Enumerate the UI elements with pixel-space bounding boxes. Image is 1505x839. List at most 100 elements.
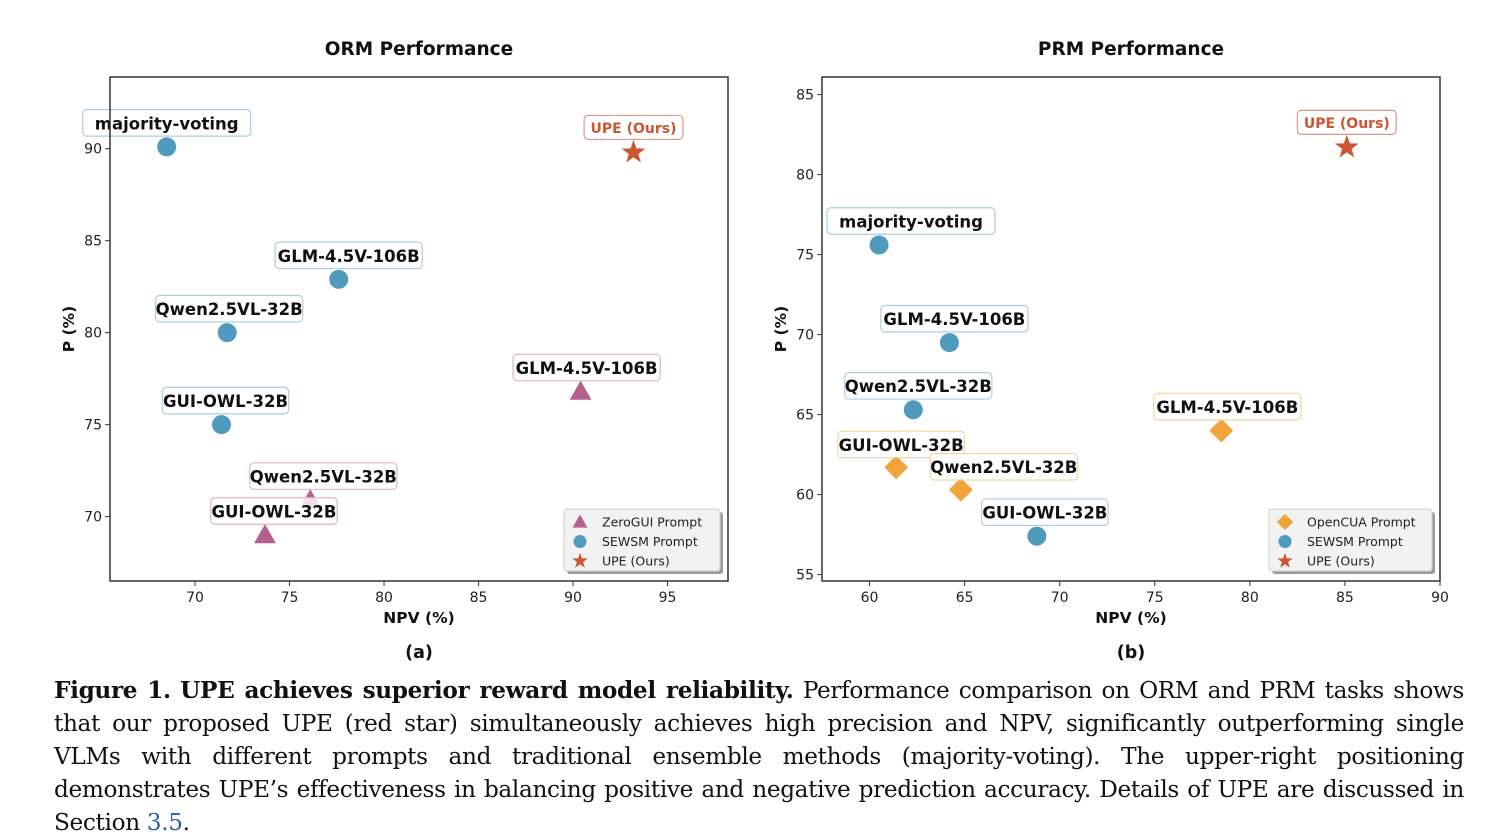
x-tick-label: 95	[659, 590, 677, 606]
circle-marker	[903, 400, 923, 420]
x-tick-label: 85	[470, 590, 488, 606]
upe-star-marker	[621, 139, 646, 163]
x-axis-label: NPV (%)	[383, 609, 454, 627]
point-label-box	[844, 371, 993, 400]
circle-marker	[869, 235, 889, 255]
diamond-marker	[948, 477, 973, 502]
figure: ORM Performance 70 75 80 85 90 95 70 75 80 85 90 NPV…	[60, 39, 1449, 663]
point-label: GUI-OWL-32B	[982, 504, 1107, 523]
legend-diamond-icon	[1276, 513, 1294, 531]
x-tick-label: 80	[375, 590, 393, 606]
y-tick-label: 85	[84, 234, 102, 250]
legend-circle-icon	[1278, 535, 1292, 548]
orm-panel: ORM Performance 70 75 80 85 90 95 70 75 80 85 90 NPV…	[60, 39, 729, 663]
panel-label: (a)	[405, 643, 433, 663]
legend-label: ZeroGUI Prompt	[602, 515, 702, 530]
legend-label: SEWSM Prompt	[602, 534, 698, 549]
point-label-box	[981, 498, 1109, 527]
plot-frame	[821, 76, 1441, 582]
x-tick-label: 70	[1051, 590, 1069, 606]
panel-label: (b)	[1117, 643, 1146, 663]
figure-caption: Figure 1. UPE achieves superior reward m…	[54, 674, 1464, 839]
point-label: GUI-OWL-32B	[211, 502, 336, 521]
y-tick-label: 75	[796, 248, 814, 264]
point-label-box	[826, 207, 996, 235]
point-label: Qwen2.5VL-32B	[845, 377, 992, 396]
x-tick-label: 85	[1336, 590, 1354, 606]
legend-circle-icon	[573, 535, 587, 548]
point-label-box	[1296, 109, 1397, 136]
caption-label: Figure 1.	[54, 677, 171, 704]
y-axis-label: P (%)	[60, 306, 78, 352]
circle-marker	[157, 137, 177, 157]
point-label-box	[161, 386, 290, 415]
x-tick-label: 60	[861, 590, 879, 606]
point-label: GLM-4.5V-106B	[883, 310, 1025, 329]
upe-star-marker	[1334, 134, 1359, 158]
legend-box	[563, 508, 721, 572]
point-label: Qwen2.5VL-32B	[156, 300, 303, 319]
legend-star-icon	[1277, 552, 1293, 568]
point-label-box	[249, 462, 398, 490]
legend-triangle-icon	[572, 514, 588, 528]
diamond-marker	[1209, 418, 1234, 443]
point-label-box	[929, 452, 1078, 481]
point-label-box	[583, 114, 684, 141]
point-label: majority-voting	[95, 114, 239, 133]
point-label: UPE (Ours)	[1304, 116, 1390, 132]
circle-marker	[212, 415, 232, 435]
triangle-marker	[569, 380, 592, 400]
caption-headline: UPE achieves superior reward model relia…	[180, 677, 794, 704]
point-label: GLM-4.5V-106B	[516, 359, 658, 378]
plot-frame	[109, 76, 729, 582]
point-label-box	[512, 353, 661, 382]
legend-label: UPE (Ours)	[602, 554, 670, 569]
point-label-box	[837, 430, 965, 459]
point-label-box	[274, 241, 423, 270]
prm-panel: PRM Performance 60 65 70 75 80 85 90 55 60 65 70 75 8…	[772, 39, 1449, 663]
circle-marker	[939, 333, 959, 353]
point-label-box	[210, 497, 338, 525]
caption-body: Performance comparison on ORM and PRM ta…	[54, 677, 1464, 836]
x-tick-label: 65	[956, 590, 974, 606]
y-tick-label: 55	[796, 568, 814, 584]
y-tick-label: 80	[84, 326, 102, 342]
legend-box	[1268, 508, 1433, 572]
point-label: majority-voting	[839, 212, 983, 231]
legend-label: UPE (Ours)	[1307, 554, 1375, 569]
section-link[interactable]: 3.5	[146, 809, 183, 836]
x-tick-label: 75	[281, 590, 299, 606]
y-tick-label: 60	[796, 488, 814, 504]
y-tick-label: 75	[84, 418, 102, 434]
caption-end: .	[182, 809, 190, 836]
y-tick-label: 70	[796, 328, 814, 344]
y-tick-label: 65	[796, 408, 814, 424]
y-tick-label: 80	[796, 168, 814, 184]
x-tick-label: 80	[1241, 590, 1259, 606]
point-label: GUI-OWL-32B	[839, 436, 964, 455]
chart-title: PRM Performance	[1038, 39, 1224, 60]
circle-marker	[217, 323, 237, 343]
point-label-box	[155, 294, 304, 323]
diamond-marker	[884, 455, 909, 480]
x-axis-label: NPV (%)	[1095, 609, 1166, 627]
y-tick-label: 90	[84, 142, 102, 158]
point-label: Qwen2.5VL-32B	[250, 468, 397, 487]
x-tick-label: 90	[1431, 590, 1449, 606]
point-label: UPE (Ours)	[591, 121, 677, 137]
y-axis-label: P (%)	[772, 306, 790, 352]
circle-marker	[329, 269, 349, 289]
y-tick-label: 85	[796, 88, 814, 104]
point-label-box	[880, 304, 1029, 333]
point-label: GUI-OWL-32B	[163, 392, 288, 411]
x-tick-label: 70	[186, 590, 204, 606]
circle-marker	[1027, 526, 1047, 546]
triangle-marker	[254, 524, 276, 544]
legend-star-icon	[572, 552, 588, 568]
point-label-box	[1153, 392, 1302, 421]
x-tick-label: 75	[1146, 590, 1164, 606]
point-label: GLM-4.5V-106B	[1156, 398, 1298, 417]
legend-label: OpenCUA Prompt	[1307, 515, 1416, 530]
point-label-box	[82, 109, 252, 137]
chart-title: ORM Performance	[325, 39, 513, 60]
